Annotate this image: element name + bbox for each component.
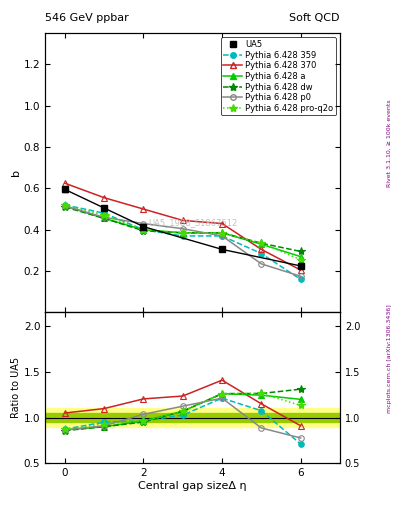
- X-axis label: Central gap sizeΔ η: Central gap sizeΔ η: [138, 481, 247, 491]
- Legend: UA5, Pythia 6.428 359, Pythia 6.428 370, Pythia 6.428 a, Pythia 6.428 dw, Pythia: UA5, Pythia 6.428 359, Pythia 6.428 370,…: [221, 37, 336, 115]
- Text: mcplots.cern.ch [arXiv:1306.3436]: mcplots.cern.ch [arXiv:1306.3436]: [387, 304, 392, 413]
- Text: Rivet 3.1.10, ≥ 100k events: Rivet 3.1.10, ≥ 100k events: [387, 99, 392, 187]
- Y-axis label: b: b: [11, 169, 21, 176]
- Y-axis label: Ratio to UA5: Ratio to UA5: [11, 357, 21, 418]
- Text: Soft QCD: Soft QCD: [290, 13, 340, 23]
- Text: UA5_1988_S1867512: UA5_1988_S1867512: [148, 219, 237, 228]
- Text: 546 GeV ppbar: 546 GeV ppbar: [45, 13, 129, 23]
